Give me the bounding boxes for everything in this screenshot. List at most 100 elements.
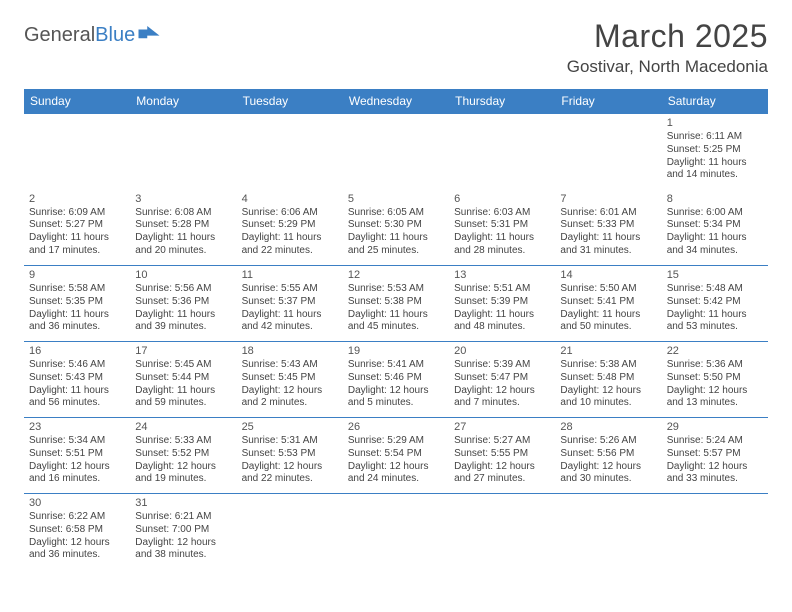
sunrise-line: Sunrise: 5:48 AM	[667, 283, 763, 296]
sunset-line: Sunset: 5:31 PM	[454, 219, 550, 232]
daylight-line: Daylight: 11 hours and 45 minutes.	[348, 309, 444, 335]
daylight-line: Daylight: 11 hours and 42 minutes.	[242, 309, 338, 335]
day-number: 23	[29, 420, 125, 434]
sunset-line: Sunset: 5:28 PM	[135, 219, 231, 232]
logo: GeneralBlue	[24, 18, 160, 47]
calendar-cell	[343, 114, 449, 190]
calendar-cell: 11Sunrise: 5:55 AMSunset: 5:37 PMDayligh…	[237, 266, 343, 342]
daylight-line: Daylight: 11 hours and 25 minutes.	[348, 232, 444, 258]
sunrise-line: Sunrise: 5:45 AM	[135, 359, 231, 372]
sunrise-line: Sunrise: 5:51 AM	[454, 283, 550, 296]
calendar-cell: 17Sunrise: 5:45 AMSunset: 5:44 PMDayligh…	[130, 342, 236, 418]
day-number: 16	[29, 344, 125, 358]
calendar-cell	[343, 494, 449, 570]
daylight-line: Daylight: 11 hours and 53 minutes.	[667, 309, 763, 335]
daylight-line: Daylight: 12 hours and 36 minutes.	[29, 537, 125, 563]
daylight-line: Daylight: 11 hours and 59 minutes.	[135, 385, 231, 411]
sunset-line: Sunset: 5:36 PM	[135, 296, 231, 309]
daylight-line: Daylight: 12 hours and 38 minutes.	[135, 537, 231, 563]
day-number: 10	[135, 268, 231, 282]
header-row: Sunday Monday Tuesday Wednesday Thursday…	[24, 89, 768, 114]
daylight-line: Daylight: 12 hours and 19 minutes.	[135, 461, 231, 487]
daylight-line: Daylight: 12 hours and 10 minutes.	[560, 385, 656, 411]
daylight-line: Daylight: 11 hours and 56 minutes.	[29, 385, 125, 411]
col-sunday: Sunday	[24, 89, 130, 114]
day-number: 18	[242, 344, 338, 358]
day-number: 25	[242, 420, 338, 434]
sunrise-line: Sunrise: 5:36 AM	[667, 359, 763, 372]
day-number: 17	[135, 344, 231, 358]
calendar-cell: 12Sunrise: 5:53 AMSunset: 5:38 PMDayligh…	[343, 266, 449, 342]
day-number: 6	[454, 192, 550, 206]
day-number: 9	[29, 268, 125, 282]
day-number: 30	[29, 496, 125, 510]
sunrise-line: Sunrise: 5:56 AM	[135, 283, 231, 296]
calendar-cell: 28Sunrise: 5:26 AMSunset: 5:56 PMDayligh…	[555, 418, 661, 494]
day-number: 19	[348, 344, 444, 358]
calendar-cell: 5Sunrise: 6:05 AMSunset: 5:30 PMDaylight…	[343, 190, 449, 266]
sunset-line: Sunset: 5:57 PM	[667, 448, 763, 461]
daylight-line: Daylight: 12 hours and 30 minutes.	[560, 461, 656, 487]
sunset-line: Sunset: 5:34 PM	[667, 219, 763, 232]
day-number: 8	[667, 192, 763, 206]
sunrise-line: Sunrise: 6:11 AM	[667, 131, 763, 144]
sunrise-line: Sunrise: 5:43 AM	[242, 359, 338, 372]
sunset-line: Sunset: 5:47 PM	[454, 372, 550, 385]
logo-text-b: Blue	[95, 24, 135, 46]
sunset-line: Sunset: 5:54 PM	[348, 448, 444, 461]
day-number: 15	[667, 268, 763, 282]
calendar-cell: 30Sunrise: 6:22 AMSunset: 6:58 PMDayligh…	[24, 494, 130, 570]
sunset-line: Sunset: 5:39 PM	[454, 296, 550, 309]
sunrise-line: Sunrise: 6:06 AM	[242, 207, 338, 220]
calendar-row: 2Sunrise: 6:09 AMSunset: 5:27 PMDaylight…	[24, 190, 768, 266]
calendar-cell: 18Sunrise: 5:43 AMSunset: 5:45 PMDayligh…	[237, 342, 343, 418]
daylight-line: Daylight: 11 hours and 17 minutes.	[29, 232, 125, 258]
sunrise-line: Sunrise: 6:22 AM	[29, 511, 125, 524]
day-number: 3	[135, 192, 231, 206]
calendar-cell: 25Sunrise: 5:31 AMSunset: 5:53 PMDayligh…	[237, 418, 343, 494]
sunset-line: Sunset: 5:30 PM	[348, 219, 444, 232]
calendar-cell: 29Sunrise: 5:24 AMSunset: 5:57 PMDayligh…	[662, 418, 768, 494]
sunset-line: Sunset: 5:42 PM	[667, 296, 763, 309]
calendar-cell: 24Sunrise: 5:33 AMSunset: 5:52 PMDayligh…	[130, 418, 236, 494]
sunrise-line: Sunrise: 5:55 AM	[242, 283, 338, 296]
sunset-line: Sunset: 5:53 PM	[242, 448, 338, 461]
calendar-cell: 3Sunrise: 6:08 AMSunset: 5:28 PMDaylight…	[130, 190, 236, 266]
sunset-line: Sunset: 5:44 PM	[135, 372, 231, 385]
daylight-line: Daylight: 11 hours and 50 minutes.	[560, 309, 656, 335]
calendar-table: Sunday Monday Tuesday Wednesday Thursday…	[24, 89, 768, 570]
daylight-line: Daylight: 12 hours and 2 minutes.	[242, 385, 338, 411]
calendar-row: 23Sunrise: 5:34 AMSunset: 5:51 PMDayligh…	[24, 418, 768, 494]
calendar-cell	[449, 114, 555, 190]
sunrise-line: Sunrise: 6:21 AM	[135, 511, 231, 524]
sunrise-line: Sunrise: 5:26 AM	[560, 435, 656, 448]
day-number: 1	[667, 116, 763, 130]
calendar-cell: 15Sunrise: 5:48 AMSunset: 5:42 PMDayligh…	[662, 266, 768, 342]
calendar-cell	[662, 494, 768, 570]
sunset-line: Sunset: 5:35 PM	[29, 296, 125, 309]
sunset-line: Sunset: 5:45 PM	[242, 372, 338, 385]
day-number: 28	[560, 420, 656, 434]
sunset-line: Sunset: 5:48 PM	[560, 372, 656, 385]
calendar-row: 9Sunrise: 5:58 AMSunset: 5:35 PMDaylight…	[24, 266, 768, 342]
sunset-line: Sunset: 5:55 PM	[454, 448, 550, 461]
daylight-line: Daylight: 11 hours and 31 minutes.	[560, 232, 656, 258]
logo-text-a: General	[24, 24, 95, 46]
daylight-line: Daylight: 11 hours and 20 minutes.	[135, 232, 231, 258]
logo-text: GeneralBlue	[24, 24, 135, 47]
sunset-line: Sunset: 5:38 PM	[348, 296, 444, 309]
sunset-line: Sunset: 5:29 PM	[242, 219, 338, 232]
calendar-cell: 8Sunrise: 6:00 AMSunset: 5:34 PMDaylight…	[662, 190, 768, 266]
sunrise-line: Sunrise: 5:33 AM	[135, 435, 231, 448]
col-wednesday: Wednesday	[343, 89, 449, 114]
day-number: 13	[454, 268, 550, 282]
day-number: 20	[454, 344, 550, 358]
flag-icon	[138, 26, 160, 40]
daylight-line: Daylight: 12 hours and 13 minutes.	[667, 385, 763, 411]
sunset-line: Sunset: 5:43 PM	[29, 372, 125, 385]
daylight-line: Daylight: 11 hours and 48 minutes.	[454, 309, 550, 335]
day-number: 5	[348, 192, 444, 206]
day-number: 7	[560, 192, 656, 206]
day-number: 14	[560, 268, 656, 282]
calendar-cell: 9Sunrise: 5:58 AMSunset: 5:35 PMDaylight…	[24, 266, 130, 342]
